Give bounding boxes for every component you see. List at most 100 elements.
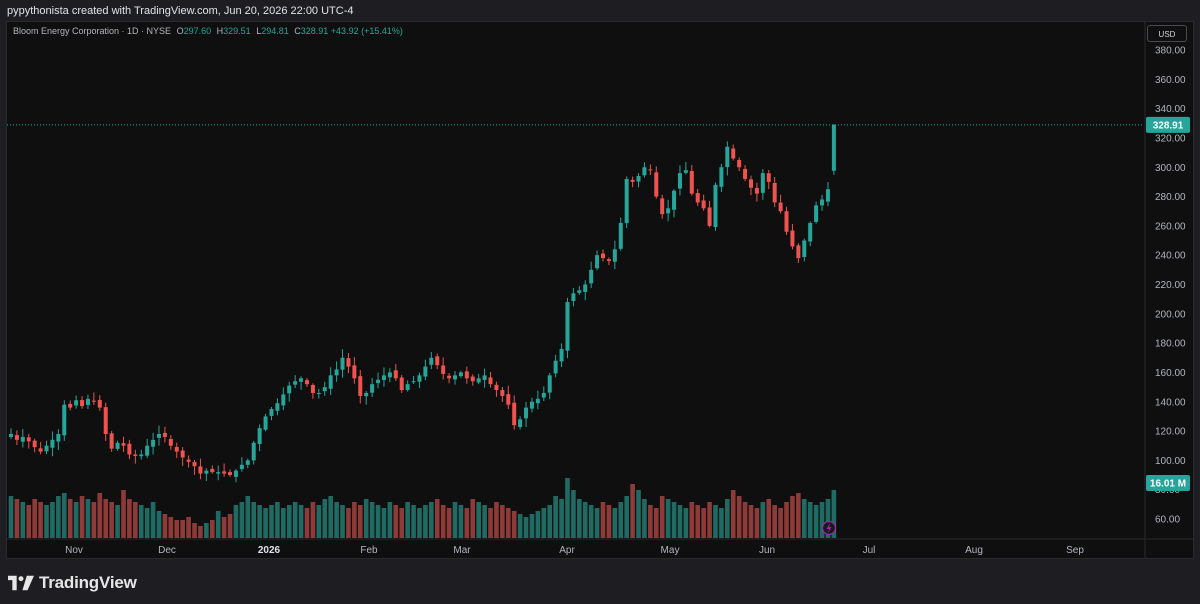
candle-body[interactable] bbox=[796, 245, 801, 259]
candle-body[interactable] bbox=[660, 198, 665, 215]
candle-body[interactable] bbox=[601, 253, 605, 259]
candle-body[interactable] bbox=[707, 207, 712, 226]
candle-body[interactable] bbox=[453, 375, 457, 380]
candle-body[interactable] bbox=[476, 378, 481, 383]
candle-body[interactable] bbox=[180, 450, 185, 458]
candle-body[interactable] bbox=[269, 409, 274, 416]
candle-body[interactable] bbox=[109, 433, 114, 449]
candle-body[interactable] bbox=[20, 436, 25, 442]
candle-body[interactable] bbox=[370, 384, 375, 393]
candle-body[interactable] bbox=[85, 398, 90, 405]
candle-body[interactable] bbox=[263, 416, 268, 430]
candle-body[interactable] bbox=[133, 454, 138, 456]
candle-body[interactable] bbox=[447, 375, 452, 379]
candle-body[interactable] bbox=[399, 377, 404, 391]
candle-body[interactable] bbox=[535, 398, 540, 404]
candle-body[interactable] bbox=[636, 176, 641, 182]
candle-body[interactable] bbox=[74, 400, 79, 406]
candle-body[interactable] bbox=[251, 442, 256, 461]
candle-body[interactable] bbox=[512, 402, 517, 426]
candle-body[interactable] bbox=[772, 182, 777, 203]
candle-body[interactable] bbox=[654, 172, 659, 197]
candle-body[interactable] bbox=[417, 375, 422, 382]
candle-body[interactable] bbox=[115, 442, 120, 449]
candle-body[interactable] bbox=[14, 435, 19, 440]
candle-body[interactable] bbox=[488, 377, 493, 385]
candle-body[interactable] bbox=[352, 365, 357, 379]
candle-body[interactable] bbox=[162, 432, 167, 437]
candle-body[interactable] bbox=[494, 384, 499, 391]
candle-body[interactable] bbox=[168, 439, 173, 446]
candle-body[interactable] bbox=[672, 190, 677, 210]
candle-body[interactable] bbox=[245, 460, 250, 465]
candle-body[interactable] bbox=[760, 173, 765, 193]
candle-body[interactable] bbox=[719, 167, 724, 187]
candle-body[interactable] bbox=[233, 470, 238, 477]
candle-body[interactable] bbox=[529, 401, 534, 409]
candle-body[interactable] bbox=[32, 440, 37, 448]
candle-body[interactable] bbox=[50, 439, 55, 448]
candle-body[interactable] bbox=[103, 407, 108, 434]
candle-body[interactable] bbox=[381, 375, 386, 381]
candle-body[interactable] bbox=[393, 370, 398, 379]
candle-body[interactable] bbox=[683, 170, 688, 173]
candle-body[interactable] bbox=[482, 375, 487, 380]
candle-body[interactable] bbox=[91, 400, 96, 402]
candle-body[interactable] bbox=[287, 385, 292, 394]
candle-body[interactable] bbox=[749, 179, 753, 188]
candle-body[interactable] bbox=[571, 293, 576, 302]
candle-body[interactable] bbox=[547, 375, 552, 393]
tradingview-logo[interactable]: TradingView bbox=[8, 572, 137, 594]
candle-body[interactable] bbox=[500, 390, 505, 396]
candle-body[interactable] bbox=[26, 437, 31, 442]
candle-body[interactable] bbox=[364, 392, 369, 397]
candle-body[interactable] bbox=[376, 379, 381, 384]
candle-body[interactable] bbox=[121, 443, 126, 446]
candle-body[interactable] bbox=[38, 448, 43, 452]
candle-body[interactable] bbox=[642, 167, 647, 176]
currency-button[interactable]: USD bbox=[1147, 25, 1187, 42]
candle-body[interactable] bbox=[814, 205, 819, 222]
candle-body[interactable] bbox=[725, 146, 730, 168]
candle-body[interactable] bbox=[766, 173, 771, 182]
candle-body[interactable] bbox=[589, 269, 594, 284]
candle-body[interactable] bbox=[731, 148, 736, 159]
candle-body[interactable] bbox=[713, 184, 718, 227]
candle-body[interactable] bbox=[541, 392, 546, 398]
candle-body[interactable] bbox=[630, 179, 635, 182]
candle-body[interactable] bbox=[174, 446, 179, 452]
candle-body[interactable] bbox=[618, 222, 623, 249]
candle-body[interactable] bbox=[62, 404, 67, 436]
candle-body[interactable] bbox=[216, 472, 221, 474]
candle-body[interactable] bbox=[198, 466, 203, 474]
candle-body[interactable] bbox=[802, 240, 807, 257]
candle-body[interactable] bbox=[754, 187, 759, 194]
candle-body[interactable] bbox=[411, 381, 416, 383]
candle-body[interactable] bbox=[275, 403, 280, 411]
candle-body[interactable] bbox=[595, 255, 600, 269]
candle-body[interactable] bbox=[559, 348, 564, 362]
candle-body[interactable] bbox=[429, 357, 434, 365]
candle-body[interactable] bbox=[606, 259, 611, 262]
candle-body[interactable] bbox=[831, 124, 836, 171]
candle-body[interactable] bbox=[778, 202, 783, 212]
candle-body[interactable] bbox=[127, 443, 132, 455]
candle-body[interactable] bbox=[790, 230, 795, 247]
candle-body[interactable] bbox=[743, 168, 748, 179]
candle-body[interactable] bbox=[186, 459, 191, 462]
candle-body[interactable] bbox=[405, 384, 410, 390]
candle-body[interactable] bbox=[204, 470, 209, 474]
candle-body[interactable] bbox=[316, 392, 321, 394]
candle-body[interactable] bbox=[97, 400, 102, 408]
candle-body[interactable] bbox=[257, 428, 262, 444]
candle-body[interactable] bbox=[553, 360, 558, 374]
candle-body[interactable] bbox=[387, 372, 392, 378]
candle-body[interactable] bbox=[222, 471, 227, 474]
candle-body[interactable] bbox=[281, 394, 286, 406]
candle-body[interactable] bbox=[151, 439, 156, 447]
candle-body[interactable] bbox=[464, 371, 469, 379]
candle-body[interactable] bbox=[210, 468, 215, 473]
candle-body[interactable] bbox=[192, 462, 197, 467]
candle-body[interactable] bbox=[80, 400, 85, 407]
candle-body[interactable] bbox=[565, 302, 570, 351]
